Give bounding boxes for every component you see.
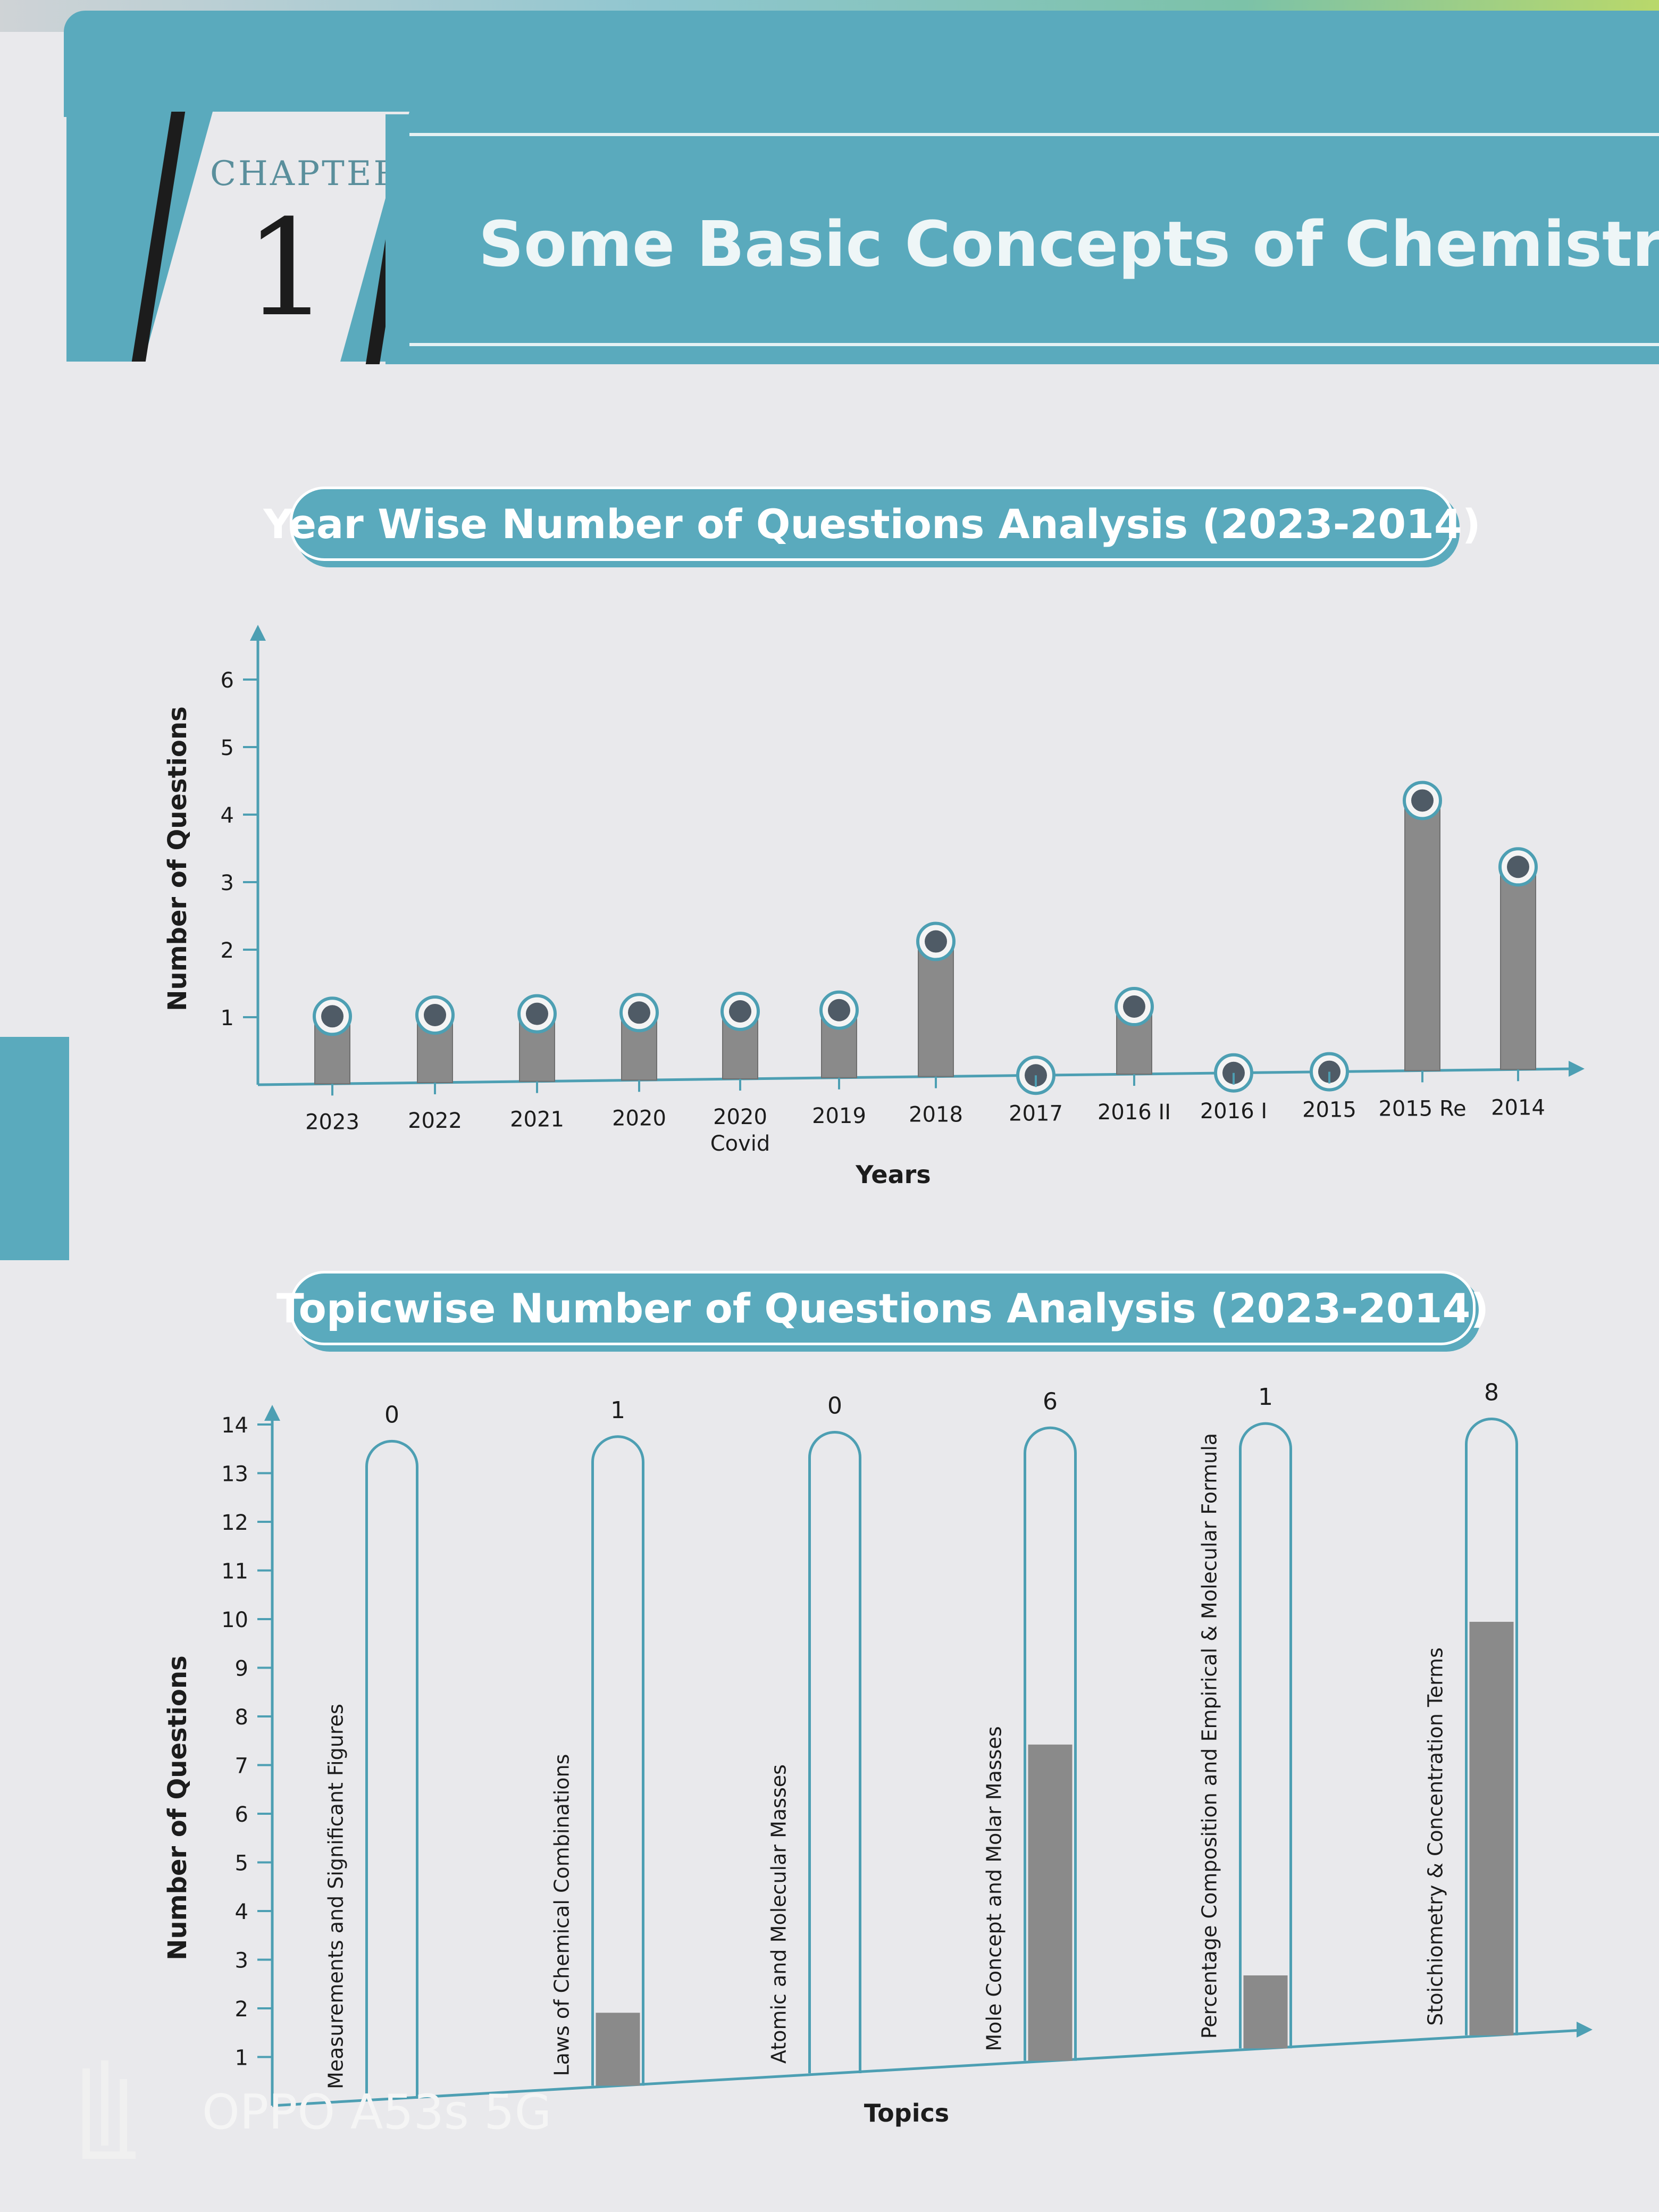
chart2-category-label: Measurements and Significant Figures: [324, 1704, 348, 2089]
chart1-marker: [1411, 789, 1434, 812]
chart2-x-arrow-icon: [1577, 2022, 1593, 2038]
chart2-y-tick-label: 12: [221, 1511, 248, 1535]
chart2-data-label: 8: [1484, 1379, 1499, 1406]
chart1-y-tick-label: 3: [221, 871, 234, 895]
chart1-x-tick-label: 2017: [1009, 1101, 1063, 1126]
chart1-x-tick-label: 2018: [909, 1103, 963, 1127]
chart2-y-tick-label: 7: [235, 1754, 248, 1779]
chart2-y-tick-label: 4: [235, 1900, 248, 1924]
chart2-bar-outline: [1024, 1426, 1077, 2061]
chart1-bar: [918, 941, 954, 1077]
chart1-marker: [1123, 995, 1145, 1018]
title-banner: [386, 114, 1659, 364]
watermark-logo-icon: [82, 2060, 136, 2159]
chart2-data-label: 0: [384, 1401, 399, 1428]
chart2-y-tick-label: 11: [221, 1560, 248, 1584]
chart1-x-tick-label: 2015: [1302, 1098, 1356, 1122]
chart1-x-tick-label: 2019: [812, 1104, 866, 1128]
chart2-bar: [1469, 1622, 1514, 2035]
header-band: [64, 11, 1659, 117]
chart1-x-tick-label: 2015 Re: [1378, 1096, 1466, 1121]
chart2-y-tick-label: 6: [235, 1803, 248, 1827]
chart1-y-tick-label: 4: [221, 803, 234, 828]
chart2-category-label: Laws of Chemical Combinations: [550, 1754, 574, 2076]
chapter-title: Some Basic Concepts of Chemistry: [479, 207, 1659, 281]
chart2-bar-outline: [1239, 1422, 1292, 2049]
year-wise-chart: 1 2 3 4 5 6 2023 2022 2021 2020 2020 Covid 2019 2018…: [163, 625, 1585, 1189]
chart1-y-tick-label: 5: [221, 736, 234, 760]
chart2-y-label: Number of Questions: [163, 1655, 192, 1960]
chart1-x-tick-label: 2022: [408, 1109, 462, 1133]
chart2-bar: [1028, 1744, 1073, 2061]
chart2-y-tick-label: 14: [221, 1413, 248, 1438]
chart2-y-tick-label: 2: [235, 1997, 248, 2022]
chart2-y-tick-label: 3: [235, 1949, 248, 1973]
chart2-y-tick-label: 9: [235, 1657, 248, 1681]
chart2-bar: [1243, 1975, 1288, 2049]
chapter-number: 1: [245, 191, 330, 346]
chart2-category-label: Mole Concept and Molar Masses: [983, 1726, 1006, 2051]
chart1-y-tick-label: 6: [221, 668, 234, 693]
chart1-title: Year Wise Number of Questions Analysis (…: [263, 487, 1481, 561]
chart2-bar-outline: [591, 1435, 644, 2086]
chart1-y-tick-label: 1: [221, 1006, 234, 1030]
chart2-y-tick-label: 1: [235, 2046, 248, 2071]
chart1-x-tick-label: 2021: [510, 1108, 564, 1132]
chart1-marker: [424, 1003, 446, 1026]
chart1-y-arrow-icon: [250, 625, 266, 641]
chart1-marker: [828, 999, 850, 1021]
chart1-marker: [925, 930, 947, 953]
chart2-bar-outline: [1465, 1417, 1518, 2035]
chart2-category-label: Percentage Composition and Empirical & M…: [1198, 1433, 1221, 2039]
chart1-marker: [526, 1002, 548, 1025]
chart2-data-label: 1: [610, 1397, 625, 1424]
chart1-bar: [1500, 866, 1536, 1070]
chart1-bar: [1404, 800, 1440, 1071]
chart1-x-tick-label: 2016 I: [1200, 1099, 1267, 1124]
chart1-y-label: Number of Questions: [163, 706, 192, 1011]
chart1-x-tick-label: 2023: [305, 1110, 359, 1134]
chart2-y-tick-label: 8: [235, 1705, 248, 1730]
chart1-marker: [729, 1000, 751, 1023]
chart2-category-label: Atomic and Molecular Masses: [767, 1764, 791, 2064]
chart2-data-label: 6: [1043, 1388, 1058, 1415]
chart1-marker: [628, 1001, 650, 1024]
chart2-bar: [596, 2013, 640, 2086]
chapter-label: CHAPTER: [210, 154, 401, 194]
chart2-y-tick-label: 10: [221, 1608, 248, 1632]
chart1-marker: [1507, 856, 1529, 878]
title-banner-line-bottom: [409, 343, 1659, 346]
chart2-y-tick-label: 5: [235, 1851, 248, 1876]
chart1-x-tick-label: 2020 Covid: [710, 1105, 770, 1156]
chart1-x-tick-label: 2016 II: [1097, 1100, 1171, 1125]
chart2-title: Topicwise Number of Questions Analysis (…: [276, 1271, 1489, 1345]
chart2-bar-outline: [365, 1439, 418, 2099]
chart2-y-tick-label: 13: [221, 1462, 248, 1487]
chart2-bar-outline: [808, 1431, 861, 2073]
chart2-x-label: Topics: [864, 2099, 949, 2127]
chart2-x-axis: [272, 2029, 1582, 2107]
camera-watermark: OPPO A53s 5G: [202, 2084, 552, 2140]
chart2-data-label: 1: [1258, 1384, 1273, 1411]
chart1-x-arrow-icon: [1569, 1061, 1585, 1077]
chart1-marker: [321, 1005, 343, 1028]
chart1-x-axis: [257, 1067, 1574, 1086]
chart1-x-tick-label: 2020: [612, 1106, 666, 1130]
chart2-category-label: Stoichiometry & Concentration Terms: [1424, 1647, 1447, 2026]
title-banner-line-top: [409, 133, 1659, 136]
left-margin-band: [0, 1037, 69, 1260]
chart2-data-label: 0: [827, 1393, 842, 1420]
chart1-y-tick-label: 2: [221, 939, 234, 963]
chart1-x-tick-label: 2014: [1491, 1095, 1545, 1120]
chart1-x-label: Years: [855, 1160, 931, 1189]
chart2-y-arrow-icon: [264, 1405, 280, 1421]
